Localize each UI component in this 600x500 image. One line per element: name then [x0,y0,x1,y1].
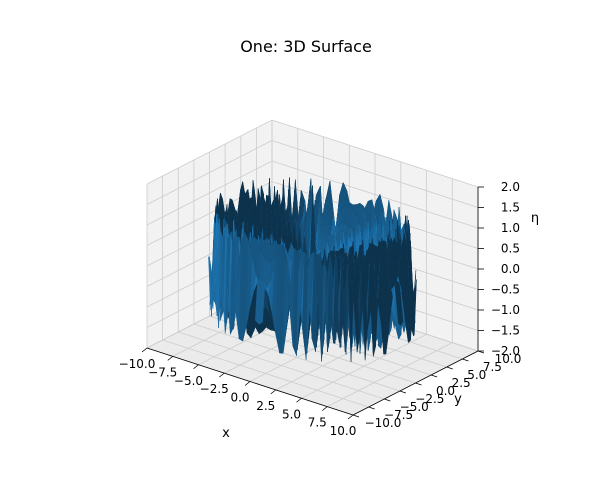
surface-facet [344,265,352,362]
z-tick-label: −1.0 [491,303,520,317]
z-tick-label: −0.5 [491,283,520,297]
x-tick-label: −7.5 [148,365,177,379]
x-tick-label: −2.5 [200,382,229,396]
x-tick-label: 0.0 [230,391,249,405]
x-tick-label: 2.5 [256,399,275,413]
x-tick [219,372,225,378]
surface-facet [377,260,384,355]
surface-mesh [208,177,417,362]
y-tick-label: −5.0 [400,400,429,414]
chart-title: One: 3D Surface [240,37,372,56]
y-tick [399,390,407,394]
y-tick [446,366,453,370]
y-tick-label: −10.0 [365,416,402,430]
z-tick-label: −2.0 [491,344,520,358]
y-tick-label: −7.5 [384,408,413,422]
y-tick-label: 2.5 [452,376,471,390]
z-tick-label: 1.5 [501,201,520,215]
y-tick [462,358,469,362]
surface-facet [359,266,366,361]
x-tick [167,356,173,361]
y-tick-label: 10.0 [495,352,522,366]
z-tick-label: 2.0 [501,180,520,194]
x-tick-label: 7.5 [308,416,327,430]
y-tick-label: 7.5 [483,360,502,374]
x-tick-label: −10.0 [119,357,156,371]
x-tick [347,414,354,420]
x-tick [322,406,328,411]
y-tick [368,406,375,410]
gridline-z [146,140,479,208]
z-tick-label: 0.5 [501,242,520,256]
y-tick-label: −2.5 [415,392,444,406]
x-tick-label: 10.0 [330,424,357,438]
y-tick-label: 5.0 [467,368,486,382]
z-tick-label: 0.0 [501,262,520,276]
surface-facet [394,280,402,326]
gridline-z [146,119,479,188]
z-axis-label: η [531,211,539,226]
y-tick [384,398,391,402]
x-tick-label: −5.0 [174,374,203,388]
z-tick-label: 1.0 [501,221,520,235]
y-axis-label: y [454,392,462,407]
x-tick [193,364,199,370]
surface-facet [367,267,374,357]
y-tick [430,374,438,378]
y-tick-label: 0.0 [436,384,455,398]
gridline-z [146,160,479,229]
x-tick [270,389,276,395]
z-tick-label: −1.5 [491,324,520,338]
x-tick-label: 5.0 [282,407,301,421]
x-tick [141,347,148,353]
y-tick [415,382,422,386]
x-tick [296,397,302,403]
x-tick [244,381,251,386]
x-axis-label: x [222,426,230,441]
y-tick [352,414,360,418]
axes-ticks: −10.0−7.5−5.0−2.50.02.55.07.510.0−10.0−7… [119,180,522,438]
surface-facet [296,267,303,356]
